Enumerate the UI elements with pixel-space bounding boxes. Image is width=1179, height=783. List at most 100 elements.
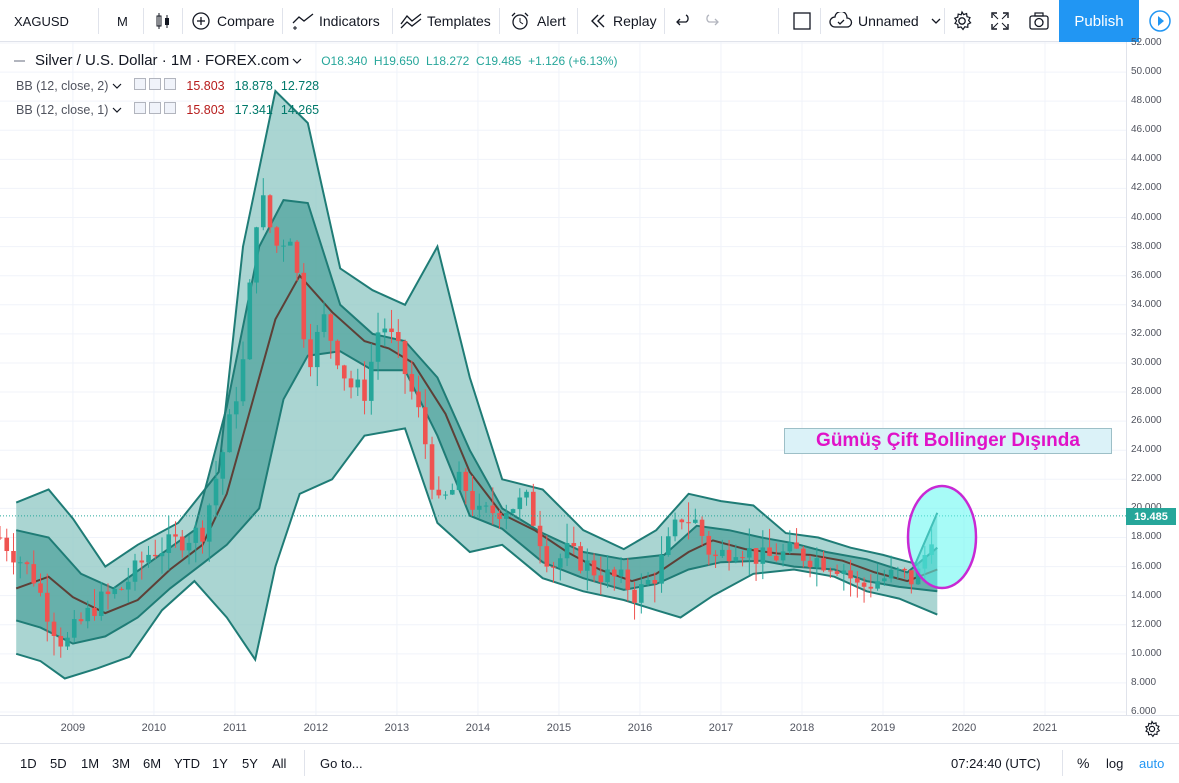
price-tick-label: 52.000 — [1131, 37, 1162, 48]
indicator-controls — [131, 102, 177, 117]
close-icon[interactable] — [164, 102, 177, 114]
candle-body — [287, 241, 293, 246]
candle-body — [740, 557, 745, 559]
candle-body — [301, 272, 307, 340]
goto-button[interactable]: Go to... — [320, 744, 363, 782]
gear-icon[interactable] — [149, 78, 162, 90]
divider — [577, 8, 578, 34]
candle-body — [254, 227, 259, 283]
eye-icon[interactable] — [134, 78, 147, 90]
layout-button[interactable]: Unnamed — [829, 0, 943, 42]
range-5d[interactable]: 5D — [50, 755, 67, 771]
chevron-down-icon[interactable] — [111, 105, 123, 115]
open-value: O18.340 — [321, 53, 368, 68]
close-icon[interactable] — [164, 78, 177, 90]
candle-body — [314, 331, 320, 368]
price-chart[interactable] — [0, 42, 1179, 742]
replay-play-button[interactable] — [1140, 0, 1179, 42]
replay-button[interactable]: Replay — [588, 0, 657, 42]
indicator-legend-bb2[interactable]: BB (12, close, 2) 15.803 18.878 12.728 — [16, 78, 319, 93]
range-all[interactable]: All — [272, 755, 287, 771]
symbol-search[interactable]: XAGUSD — [14, 0, 69, 42]
chart-title[interactable]: Silver / U.S. Dollar · 1M · FOREX.com — [35, 52, 290, 69]
price-tick-label: 12.000 — [1131, 618, 1162, 630]
indicator-name: BB (12, close, 1) — [16, 102, 109, 117]
time-tick-label: 2013 — [384, 722, 410, 734]
candle-body — [24, 562, 30, 565]
range-5y[interactable]: 5Y — [242, 755, 258, 771]
candle-body — [0, 537, 3, 539]
candle-body — [220, 452, 226, 479]
divider — [820, 8, 821, 34]
log-toggle[interactable]: log — [1106, 744, 1123, 782]
fullscreen-button[interactable] — [990, 0, 1010, 42]
indicators-button[interactable]: Indicators — [291, 0, 380, 42]
candle-body — [713, 554, 718, 557]
range-1d[interactable]: 1D — [20, 755, 37, 771]
candle-body — [31, 564, 37, 584]
fullscreen-select-button[interactable] — [792, 0, 812, 42]
candle-body — [11, 551, 16, 563]
alert-label: Alert — [537, 13, 566, 29]
indicator-legend-bb1[interactable]: BB (12, close, 1) 15.803 17.341 14.265 — [16, 102, 319, 117]
expand-icon — [991, 12, 1009, 30]
range-6m[interactable]: 6M — [143, 755, 162, 771]
chevron-down-icon[interactable] — [111, 81, 123, 91]
range-1y[interactable]: 1Y — [212, 755, 228, 771]
candle-body — [213, 478, 219, 506]
candle-body — [868, 586, 874, 589]
divider — [143, 8, 144, 34]
templates-button[interactable]: Templates — [399, 0, 491, 42]
auto-toggle[interactable]: auto — [1139, 744, 1164, 782]
candle-body — [119, 588, 124, 590]
candle-body — [85, 607, 91, 622]
candle-body — [105, 591, 111, 595]
divider — [664, 8, 665, 34]
highlight-ellipse — [906, 484, 978, 590]
price-tick-label: 14.000 — [1131, 589, 1162, 601]
candle-body — [395, 332, 401, 342]
snapshot-button[interactable] — [1028, 0, 1050, 42]
axis-settings-button[interactable] — [1143, 720, 1161, 743]
time-label: 07:24:40 (UTC) — [951, 755, 1041, 771]
candles-icon — [156, 13, 169, 29]
candle-body — [652, 579, 658, 584]
range-1m[interactable]: 1M — [81, 755, 100, 771]
chevron-down-icon[interactable] — [291, 56, 303, 66]
chart-type-button[interactable] — [153, 0, 173, 42]
basis-value: 15.803 — [186, 102, 225, 117]
candle-body — [780, 551, 786, 561]
templates-label: Templates — [427, 13, 491, 29]
alert-button[interactable]: Alert — [509, 0, 566, 42]
eye-icon[interactable] — [134, 102, 147, 114]
range-ytd[interactable]: YTD — [174, 755, 200, 771]
basis-line — [15, 273, 938, 615]
candle-body — [612, 569, 617, 577]
play-circle-icon — [1148, 10, 1171, 32]
collapse-icon[interactable] — [14, 59, 25, 62]
divider — [778, 8, 779, 34]
gear-icon[interactable] — [149, 102, 162, 114]
undo-button[interactable] — [674, 0, 694, 42]
redo-button[interactable] — [701, 0, 721, 42]
annotation-label[interactable]: Gümüş Çift Bollinger Dışında — [784, 428, 1112, 454]
interval-label: M — [117, 13, 128, 29]
compare-button[interactable]: Compare — [191, 0, 275, 42]
divider — [282, 8, 283, 34]
publish-button[interactable]: Publish — [1059, 0, 1139, 42]
time-tick-label: 2017 — [708, 722, 734, 734]
percent-toggle[interactable]: % — [1077, 744, 1089, 782]
interval-button[interactable]: M — [117, 0, 128, 42]
candle-body — [294, 241, 300, 273]
settings-button[interactable] — [951, 0, 973, 42]
candle-body — [125, 581, 131, 590]
time-tick-label: 2021 — [1032, 722, 1058, 734]
price-tick-label: 44.000 — [1131, 153, 1162, 165]
range-3m[interactable]: 3M — [112, 755, 131, 771]
divider — [182, 8, 183, 34]
candle-body — [166, 534, 172, 554]
time-tick-label: 2014 — [465, 722, 491, 734]
candle-body — [544, 546, 550, 567]
candle-body — [416, 391, 421, 408]
clock[interactable]: 07:24:40 (UTC) — [951, 744, 1041, 782]
